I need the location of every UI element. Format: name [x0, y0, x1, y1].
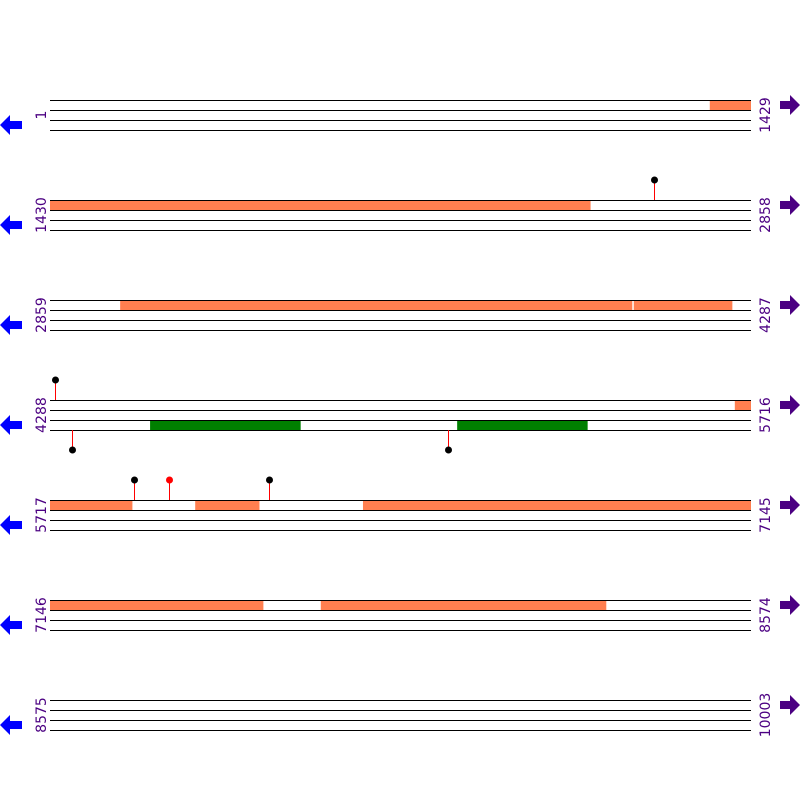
left-arrow-icon[interactable]	[0, 315, 22, 335]
row-start-label: 8575	[34, 697, 50, 733]
right-arrow-icon[interactable]	[780, 95, 800, 115]
feature-orange	[362, 500, 751, 510]
row-end-label: 1429	[758, 97, 774, 133]
feature-green	[150, 420, 301, 430]
right-arrow-icon[interactable]	[780, 395, 800, 415]
feature-orange	[709, 100, 751, 110]
right-arrow-icon[interactable]	[780, 195, 800, 215]
marker-head-black[interactable]	[266, 476, 273, 484]
row-end-label: 10003	[758, 693, 774, 738]
marker-head-black[interactable]	[131, 476, 138, 484]
marker-head-black[interactable]	[52, 376, 59, 384]
marker-head-black[interactable]	[445, 446, 452, 454]
left-arrow-icon[interactable]	[0, 515, 22, 535]
feature-green	[457, 420, 588, 430]
row-start-label: 1430	[34, 197, 50, 233]
feature-orange	[120, 300, 633, 310]
left-arrow-icon[interactable]	[0, 715, 22, 735]
row-start-label: 5717	[34, 497, 50, 533]
row-end-label: 7145	[758, 497, 774, 533]
feature-orange	[633, 300, 733, 310]
feature-orange	[320, 600, 607, 610]
marker-head-black[interactable]	[651, 176, 658, 184]
left-arrow-icon[interactable]	[0, 615, 22, 635]
marker-head-black[interactable]	[69, 446, 76, 454]
row-start-label: 7146	[34, 597, 50, 633]
row-start-label: 2859	[34, 297, 50, 333]
feature-orange	[195, 500, 260, 510]
left-arrow-icon[interactable]	[0, 215, 22, 235]
feature-orange	[734, 400, 751, 410]
right-arrow-icon[interactable]	[780, 595, 800, 615]
left-arrow-icon[interactable]	[0, 115, 22, 135]
marker-head-red[interactable]	[166, 476, 173, 484]
row-start-label: 4288	[34, 397, 50, 433]
right-arrow-icon[interactable]	[780, 495, 800, 515]
left-arrow-icon[interactable]	[0, 415, 22, 435]
row-end-label: 2858	[758, 197, 774, 233]
right-arrow-icon[interactable]	[780, 295, 800, 315]
right-arrow-icon[interactable]	[780, 695, 800, 715]
feature-orange	[50, 500, 133, 510]
row-end-label: 5716	[758, 397, 774, 433]
row-end-label: 8574	[758, 597, 774, 633]
row-start-label: 1	[34, 111, 50, 120]
feature-orange	[50, 600, 264, 610]
feature-orange	[50, 200, 591, 210]
row-end-label: 4287	[758, 297, 774, 333]
